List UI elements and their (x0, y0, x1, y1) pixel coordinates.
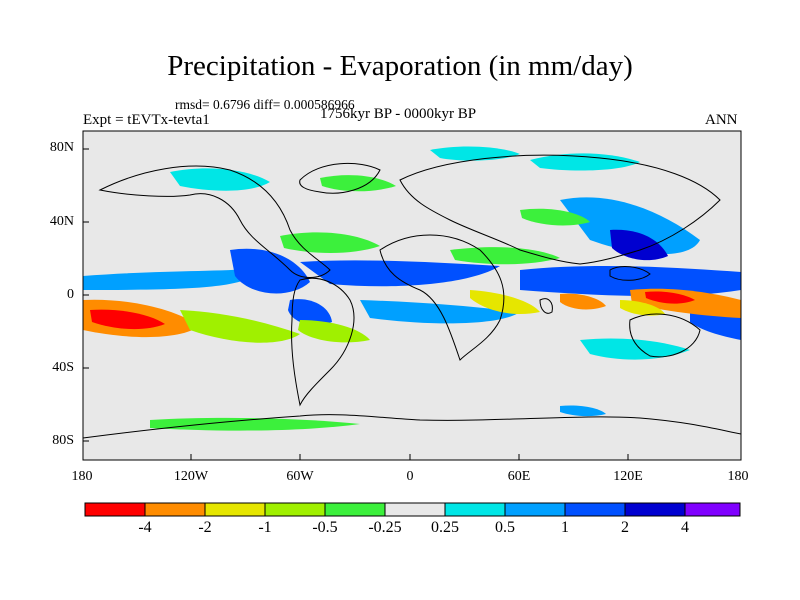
coast-greenland (299, 162, 381, 194)
colorbar-box-1 (145, 503, 205, 516)
field-north-atlantic-dry (280, 232, 380, 253)
colorbar-label-m1: -1 (258, 519, 272, 536)
field-south-america-wet (288, 299, 332, 326)
field-central-asia-dry (520, 208, 590, 226)
field-south-atlantic-dry (298, 320, 370, 343)
field-south-atlantic-wet (360, 300, 520, 324)
field-west-pacific-wet (560, 197, 700, 255)
colorbar-box-9 (625, 503, 685, 516)
field-sahel-dry (450, 247, 560, 265)
field-southern-ocean-dry (150, 417, 360, 431)
field-siberia-wet (530, 153, 640, 171)
lon-label-180e: 180 (727, 469, 749, 484)
lat-label-80s: 80S (52, 433, 74, 448)
colorbar-label-m0-25: -0.25 (368, 519, 402, 536)
field-indonesia-dry (620, 300, 665, 316)
season-label: ANN (705, 112, 738, 128)
lat-label-0: 0 (67, 287, 74, 302)
field-east-pacific-dry (180, 310, 300, 343)
colorbar-label-0-5: 0.5 (495, 519, 515, 536)
colorbar-box-6 (445, 503, 505, 516)
field-indo-pacific-band (520, 266, 741, 297)
colorbar-box-5 (385, 503, 445, 516)
coast-eurasia (399, 154, 721, 265)
colorbar-label-m4: -4 (138, 519, 152, 536)
lon-label-180w: 180 (71, 469, 93, 484)
lon-label-0: 0 (406, 469, 414, 484)
field-north-pacific-wet (170, 168, 270, 191)
colorbar-box-2 (205, 503, 265, 516)
lat-label-80n: 80N (49, 140, 74, 155)
colorbar-box-8 (565, 503, 625, 516)
field-greenland-dry (320, 175, 396, 192)
field-layer (83, 146, 741, 431)
lon-label-120w: 120W (173, 469, 209, 484)
coast-antarctica (83, 414, 741, 439)
field-south-pacific-core-dry (90, 309, 165, 330)
experiment-label: Expt = tEVTx-tevta1 (83, 112, 210, 128)
field-southern-indian-wet (580, 338, 690, 360)
field-central-america-wet (230, 248, 310, 294)
colorbar-box-4 (325, 503, 385, 516)
colorbar (84, 502, 741, 517)
field-west-pacific-core-dry (645, 291, 695, 304)
colorbar-box-0 (85, 503, 145, 516)
coast-south-america (291, 277, 355, 407)
field-africa-dry (470, 290, 540, 315)
field-antarctic-wet (560, 405, 606, 417)
map-title: Precipitation - Evaporation (in mm/day) (167, 50, 633, 82)
colorbar-dividers (144, 503, 686, 516)
field-pacific-itcz (83, 268, 262, 290)
colorbar-box-7 (505, 503, 565, 516)
coast-africa (379, 234, 505, 361)
colorbar-label-m2: -2 (198, 519, 212, 536)
colorbar-label-0-25: 0.25 (431, 519, 459, 536)
coastline-layer (83, 154, 741, 439)
stats-text: rmsd= 0.6796 diff= 0.000586966 (175, 97, 355, 112)
field-maritime-wet (610, 229, 668, 261)
colorbar-label-m0-5: -0.5 (312, 519, 338, 536)
colorbar-border (84, 502, 741, 517)
colorbar-box-10 (685, 503, 740, 516)
field-atlantic-itcz (300, 260, 500, 287)
field-indian-ocean-dry (560, 293, 606, 310)
coast-madagascar (539, 298, 553, 314)
colorbar-label-4: 4 (681, 519, 689, 536)
lat-label-40s: 40S (52, 360, 74, 375)
lon-label-60e: 60E (507, 469, 531, 484)
colorbar-label-2: 2 (621, 519, 629, 536)
colorbar-box-3 (265, 503, 325, 516)
lon-label-120e: 120E (613, 469, 643, 484)
period-text: 1756kyr BP - 0000kyr BP (320, 106, 477, 122)
axis-ticks (83, 148, 629, 460)
colorbar-label-1: 1 (561, 519, 569, 536)
lon-label-60w: 60W (286, 469, 314, 484)
coast-north-america (98, 165, 331, 278)
lat-label-40n: 40N (49, 214, 74, 229)
coast-australia (629, 313, 701, 358)
coast-indonesia (609, 266, 651, 281)
